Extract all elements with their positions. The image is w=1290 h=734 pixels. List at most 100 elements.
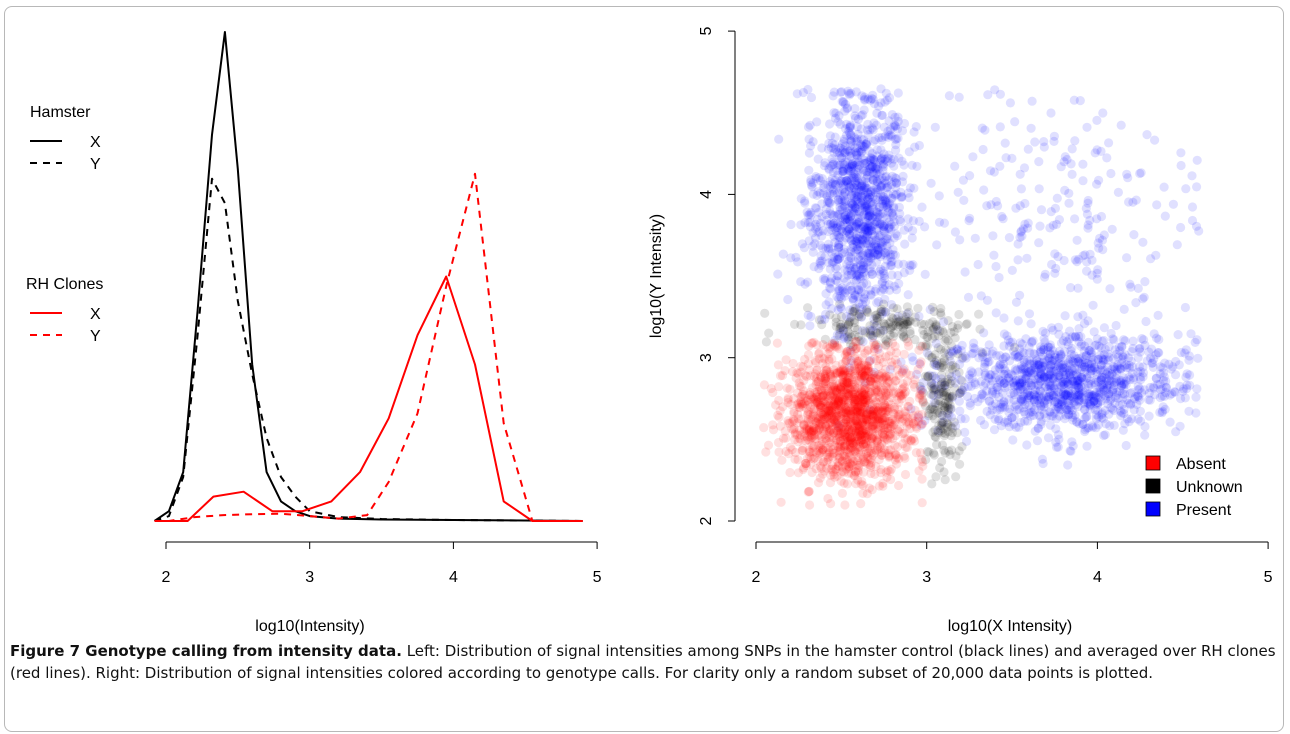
scatter-point	[1133, 391, 1143, 401]
scatter-point	[880, 261, 890, 272]
scatter-point	[842, 178, 853, 188]
scatter-point	[817, 256, 827, 266]
scatter-point	[880, 248, 890, 258]
scatter-point	[1080, 250, 1090, 260]
scatter-point	[853, 168, 863, 178]
scatter-point	[1102, 385, 1112, 395]
scatter-point	[1181, 184, 1191, 194]
scatter-point	[852, 136, 863, 146]
scatter-point	[850, 143, 860, 153]
scatter-point	[827, 154, 837, 164]
scatter-point	[1070, 214, 1080, 224]
scatter-point	[1075, 378, 1085, 388]
scatter-point	[1010, 342, 1020, 352]
scatter-point	[838, 96, 848, 106]
scatter-point	[846, 166, 856, 176]
scatter-point	[872, 162, 882, 172]
scatter-point	[917, 385, 928, 395]
scatter-point	[1095, 365, 1105, 375]
scatter-point	[1074, 374, 1084, 385]
scatter-point	[852, 160, 862, 170]
scatter-point	[1124, 360, 1134, 370]
scatter-point	[1036, 205, 1047, 215]
scatter-point	[879, 222, 889, 232]
scatter-point	[884, 198, 895, 208]
scatter-point	[977, 348, 988, 358]
scatter-point	[994, 272, 1004, 283]
scatter-point	[853, 270, 863, 280]
scatter-point	[856, 499, 866, 509]
scatter-point	[964, 216, 974, 226]
scatter-point	[832, 147, 842, 157]
scatter-point	[888, 189, 899, 199]
scatter-point	[803, 350, 814, 360]
scatter-point	[871, 174, 881, 184]
scatter-point	[1091, 423, 1101, 433]
scatter-point	[869, 367, 879, 377]
scatter-point	[821, 209, 831, 220]
scatter-point	[980, 357, 990, 367]
scatter-point	[902, 309, 912, 319]
scatter-point	[810, 233, 821, 243]
scatter-point	[830, 223, 840, 233]
scatter-point	[883, 246, 893, 257]
scatter-point	[806, 141, 816, 151]
scatter-point	[1081, 364, 1091, 374]
scatter-point	[862, 229, 872, 240]
scatter-point	[861, 158, 871, 168]
scatter-point	[835, 254, 845, 264]
legend-absent-label: Absent	[1176, 456, 1226, 473]
scatter-point	[835, 252, 845, 263]
scatter-point	[1066, 389, 1076, 399]
scatter-point	[999, 329, 1009, 339]
scatter-point	[868, 175, 878, 186]
scatter-point	[967, 368, 977, 378]
scatter-point	[1122, 253, 1132, 263]
scatter-point	[937, 420, 947, 431]
scatter-point	[1083, 337, 1093, 347]
scatter-point	[869, 136, 879, 146]
scatter-point	[1033, 360, 1043, 370]
right-x-axis-label: log10(X Intensity)	[948, 618, 1073, 635]
scatter-point	[1104, 389, 1114, 399]
scatter-point	[1034, 238, 1044, 248]
scatter-point	[828, 189, 838, 200]
scatter-point	[876, 264, 886, 274]
scatter-point	[865, 187, 875, 197]
scatter-point	[985, 370, 995, 380]
scatter-point	[1074, 353, 1084, 363]
scatter-point	[839, 332, 849, 342]
scatter-point	[1060, 363, 1070, 373]
scatter-point	[853, 129, 863, 139]
scatter-point	[947, 322, 957, 332]
scatter-point	[834, 111, 844, 121]
scatter-point	[1060, 311, 1070, 321]
scatter-point	[858, 299, 868, 309]
scatter-point	[846, 253, 856, 263]
scatter-point	[840, 441, 850, 451]
scatter-point	[851, 217, 861, 227]
scatter-point	[1055, 367, 1065, 377]
scatter-point	[873, 164, 883, 174]
scatter-point	[1096, 211, 1107, 222]
scatter-point	[875, 231, 885, 241]
scatter-point	[1070, 332, 1080, 342]
scatter-point	[1004, 395, 1014, 405]
scatter-point	[1064, 365, 1074, 375]
scatter-point	[889, 154, 899, 164]
scatter-point	[1066, 349, 1076, 359]
scatter-point	[851, 157, 861, 167]
scatter-point	[1186, 329, 1196, 339]
scatter-point	[944, 403, 954, 413]
scatter-point	[952, 428, 962, 438]
scatter-point	[1104, 352, 1114, 362]
scatter-point	[894, 480, 904, 491]
scatter-point	[1137, 388, 1147, 398]
scatter-point	[893, 270, 903, 281]
scatter-point	[821, 300, 831, 310]
scatter-point	[1138, 372, 1148, 382]
scatter-point	[854, 245, 864, 256]
scatter-point	[1088, 300, 1098, 310]
scatter-point	[1190, 337, 1200, 347]
scatter-point	[843, 214, 853, 225]
